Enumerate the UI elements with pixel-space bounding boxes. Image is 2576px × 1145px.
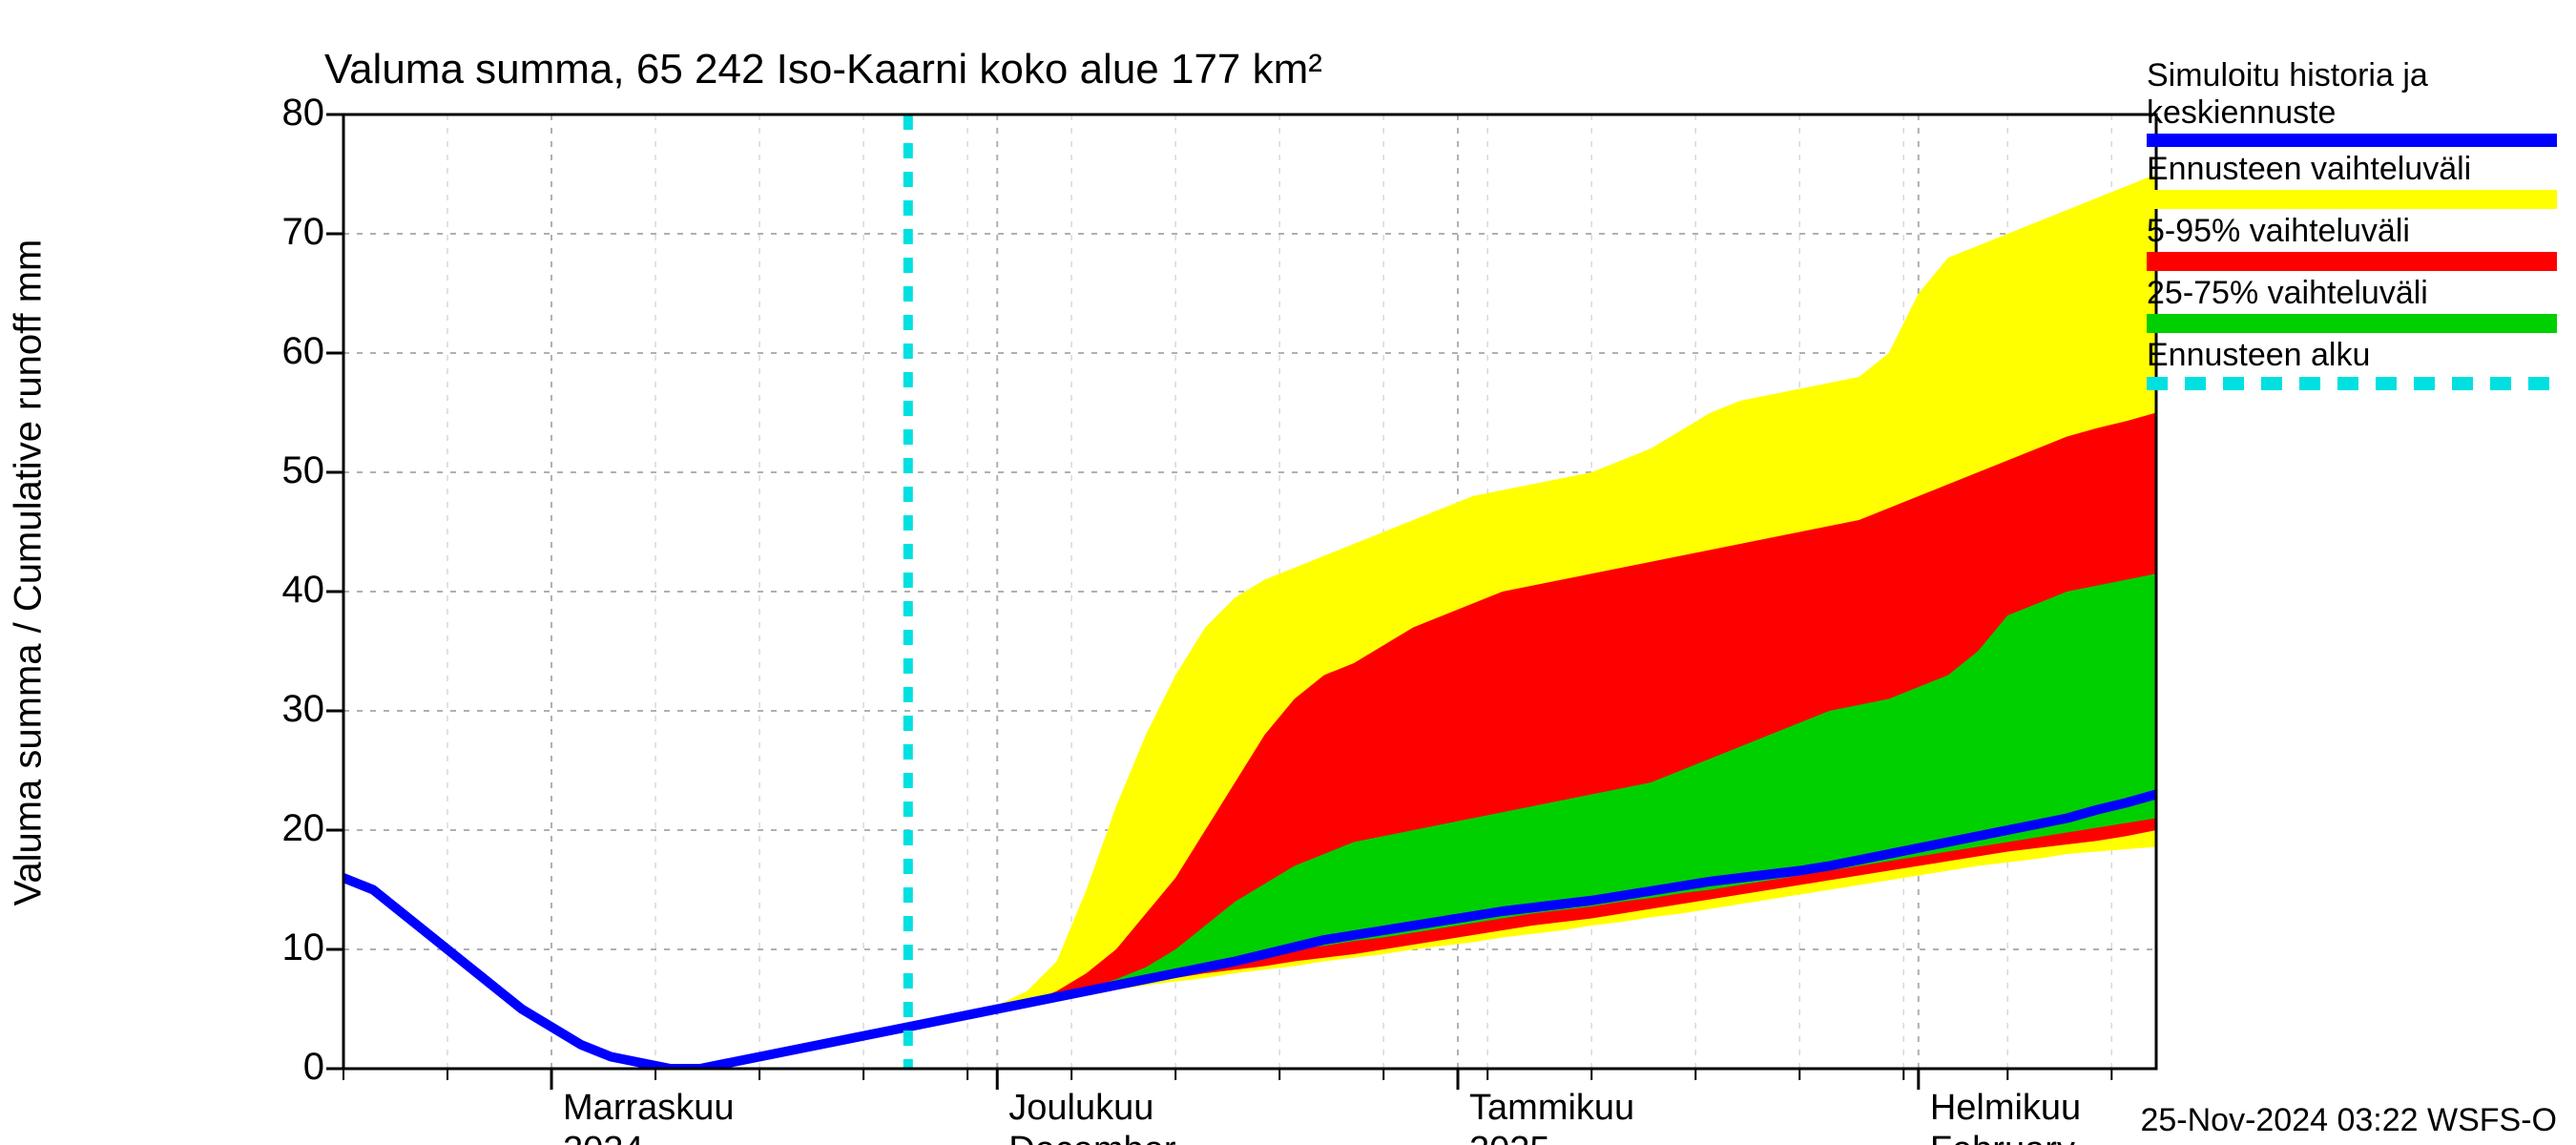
y-tick-label: 60	[248, 330, 324, 373]
y-tick-label: 10	[248, 926, 324, 969]
legend-entry: 25-75% vaihteluväli	[2147, 275, 2557, 333]
y-tick-label: 30	[248, 688, 324, 731]
legend-label: 25-75% vaihteluväli	[2147, 275, 2557, 312]
legend-swatch	[2147, 190, 2557, 209]
y-tick-label: 80	[248, 92, 324, 135]
x-tick-label-bottom: December	[1008, 1130, 1175, 1145]
y-tick-label: 50	[248, 449, 324, 492]
legend-swatch	[2147, 377, 2557, 390]
y-axis-label: Valuma summa / Cumulative runoff mm	[8, 239, 51, 906]
legend-swatch	[2147, 314, 2557, 333]
chart-title: Valuma summa, 65 242 Iso-Kaarni koko alu…	[324, 46, 1322, 94]
legend-swatch	[2147, 252, 2557, 271]
legend-swatch	[2147, 134, 2557, 147]
x-tick-label-bottom: 2024	[563, 1130, 644, 1145]
legend-label: 5-95% vaihteluväli	[2147, 213, 2557, 250]
x-tick-label-top: Tammikuu	[1469, 1088, 1634, 1129]
x-tick-label-top: Marraskuu	[563, 1088, 735, 1129]
legend-entry: Simuloitu historia ja keskiennuste	[2147, 57, 2557, 147]
legend-label: Simuloitu historia ja keskiennuste	[2147, 57, 2557, 132]
y-tick-label: 0	[248, 1046, 324, 1089]
legend-entry: Ennusteen vaihteluväli	[2147, 151, 2557, 209]
legend-entry: 5-95% vaihteluväli	[2147, 213, 2557, 271]
y-tick-label: 20	[248, 807, 324, 850]
x-tick-label-bottom: 2025	[1469, 1130, 1550, 1145]
legend-label: Ennusteen alku	[2147, 337, 2557, 374]
x-tick-label-top: Joulukuu	[1008, 1088, 1153, 1129]
y-tick-label: 70	[248, 211, 324, 254]
chart-footer: 25-Nov-2024 03:22 WSFS-O	[2140, 1102, 2557, 1139]
y-tick-label: 40	[248, 569, 324, 612]
x-tick-label-bottom: February	[1930, 1130, 2075, 1145]
chart-container: Valuma summa, 65 242 Iso-Kaarni koko alu…	[0, 0, 2576, 1145]
legend: Simuloitu historia ja keskiennuste Ennust…	[2147, 57, 2557, 394]
legend-label: Ennusteen vaihteluväli	[2147, 151, 2557, 188]
x-tick-label-top: Helmikuu	[1930, 1088, 2081, 1129]
legend-entry: Ennusteen alku	[2147, 337, 2557, 389]
